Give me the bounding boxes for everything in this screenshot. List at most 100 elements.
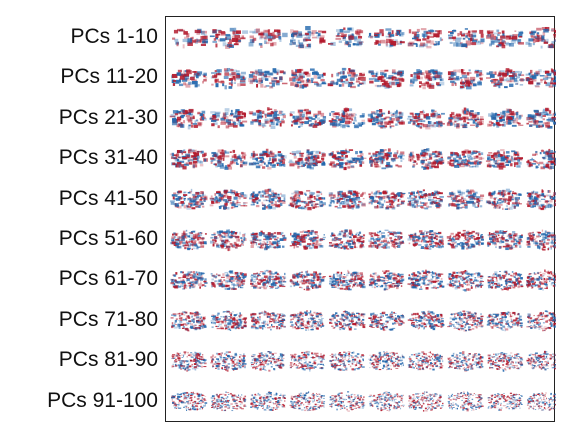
pc-thumbnail bbox=[486, 29, 524, 49]
pc-thumbnail bbox=[289, 350, 326, 372]
pc-thumbnail bbox=[407, 351, 444, 371]
pc-thumbnail bbox=[525, 26, 556, 49]
pc-thumbnail bbox=[210, 310, 248, 331]
row-label: PCs 31-40 bbox=[58, 146, 158, 170]
row-label: PCs 81-90 bbox=[58, 348, 158, 372]
pc-thumbnail bbox=[526, 392, 556, 411]
row-label: PCs 21-30 bbox=[58, 105, 158, 129]
pc-thumbnail bbox=[368, 190, 406, 210]
components-grid-panel bbox=[165, 16, 556, 422]
pc-thumbnail bbox=[248, 148, 287, 170]
pc-thumbnail bbox=[487, 108, 524, 128]
pc-thumbnail bbox=[368, 69, 405, 89]
pc-thumbnail bbox=[289, 310, 325, 331]
components-grid bbox=[169, 25, 556, 412]
pc-thumbnail bbox=[288, 149, 326, 170]
pc-thumbnail bbox=[210, 67, 247, 90]
pc-thumbnail bbox=[446, 269, 484, 292]
pc-thumbnail bbox=[446, 107, 484, 129]
row-label: PCs 71-80 bbox=[58, 307, 158, 331]
pc-thumbnail bbox=[408, 148, 445, 170]
pc-thumbnail bbox=[209, 189, 248, 210]
pc-thumbnail bbox=[408, 391, 444, 412]
pc-thumbnail bbox=[289, 68, 327, 89]
pc-thumbnail bbox=[170, 229, 207, 251]
pc-thumbnail bbox=[526, 189, 556, 211]
row-label: PCs 61-70 bbox=[58, 267, 158, 291]
pc-thumbnail bbox=[447, 69, 484, 90]
pc-thumbnail bbox=[368, 148, 405, 170]
pc-thumbnail bbox=[328, 107, 366, 129]
pc-thumbnail bbox=[329, 351, 365, 371]
pc-thumbnail bbox=[170, 270, 208, 290]
pc-thumbnail bbox=[329, 391, 366, 412]
pc-thumbnail bbox=[210, 351, 247, 372]
pc-thumbnail bbox=[406, 109, 445, 130]
pc-thumbnail bbox=[289, 108, 327, 129]
pc-thumbnail bbox=[250, 391, 287, 411]
pc-thumbnail bbox=[328, 27, 364, 48]
pc-thumbnail bbox=[486, 352, 524, 372]
pc-thumbnail bbox=[169, 148, 208, 170]
pc-thumbnail bbox=[329, 310, 366, 331]
pc-thumbnail bbox=[327, 67, 366, 89]
pc-thumbnail bbox=[407, 230, 445, 250]
pc-thumbnail bbox=[368, 311, 405, 332]
pc-thumbnail bbox=[289, 25, 327, 49]
row-label: PCs 1-10 bbox=[70, 25, 158, 48]
pc-thumbnail bbox=[368, 391, 405, 412]
pc-thumbnail bbox=[171, 69, 208, 88]
pc-thumbnail bbox=[486, 68, 525, 89]
pc-thumbnail bbox=[525, 229, 556, 251]
pc-thumbnail bbox=[209, 229, 247, 252]
pc-thumbnail bbox=[368, 28, 405, 48]
pc-thumbnail bbox=[447, 351, 484, 372]
pc-thumbnail bbox=[210, 149, 248, 170]
pc-thumbnail bbox=[328, 269, 366, 291]
pc-thumbnail bbox=[250, 310, 286, 331]
pc-thumbnail bbox=[210, 391, 247, 412]
pc-thumbnail bbox=[487, 392, 523, 411]
pc-thumbnail bbox=[407, 189, 444, 210]
pc-thumbnail bbox=[209, 108, 248, 129]
pc-thumbnail bbox=[447, 149, 485, 168]
pc-thumbnail bbox=[368, 351, 405, 371]
pc-thumbnail bbox=[248, 107, 286, 130]
pc-thumbnail bbox=[486, 230, 523, 251]
pc-thumbnail bbox=[446, 229, 485, 250]
pc-thumbnail bbox=[249, 230, 287, 251]
pc-thumbnail bbox=[328, 229, 366, 250]
pc-thumbnail bbox=[485, 188, 522, 210]
pc-thumbnail bbox=[448, 28, 485, 49]
pc-thumbnail bbox=[486, 311, 523, 332]
pc-thumbnail bbox=[409, 69, 445, 90]
pc-thumbnail bbox=[526, 350, 556, 371]
pc-thumbnail bbox=[526, 148, 556, 170]
pc-thumbnail bbox=[288, 189, 326, 211]
pc-thumbnail bbox=[407, 269, 445, 290]
row-label: PCs 51-60 bbox=[58, 227, 158, 250]
pc-thumbnail bbox=[447, 391, 484, 412]
pc-thumbnail bbox=[525, 107, 556, 129]
pc-thumbnail bbox=[289, 391, 326, 412]
pc-thumbnail bbox=[170, 310, 207, 332]
pc-thumbnail bbox=[367, 109, 405, 129]
pc-thumbnail bbox=[249, 188, 286, 210]
pc-thumbnail bbox=[446, 189, 485, 210]
pc-thumbnail bbox=[368, 229, 405, 249]
pc-thumbnail bbox=[248, 28, 288, 48]
pc-thumbnail bbox=[248, 68, 288, 89]
row-label: PCs 41-50 bbox=[58, 186, 158, 210]
pc-thumbnail bbox=[328, 189, 366, 210]
pc-thumbnail bbox=[368, 270, 405, 291]
pc-thumbnail bbox=[250, 351, 285, 372]
pc-thumbnail bbox=[447, 310, 484, 332]
row-label: PCs 91-100 bbox=[47, 388, 158, 412]
pc-thumbnail bbox=[171, 391, 208, 411]
pc-thumbnail bbox=[526, 310, 556, 332]
pc-thumbnail bbox=[172, 28, 209, 49]
pc-thumbnail bbox=[250, 269, 287, 290]
pc-thumbnail bbox=[525, 68, 556, 88]
pc-thumbnail bbox=[170, 188, 208, 210]
